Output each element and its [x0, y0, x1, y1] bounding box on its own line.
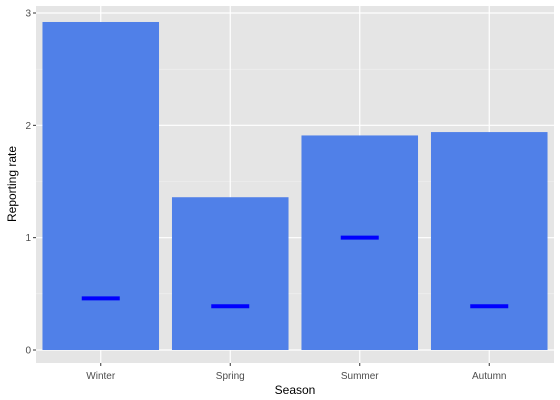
bar-spring: [171, 197, 289, 350]
y-tick-label: 2: [25, 121, 31, 132]
x-tick-label: Spring: [216, 371, 245, 382]
y-tick-label: 1: [25, 233, 31, 244]
bar-summer: [301, 135, 419, 350]
x-tick-label: Summer: [341, 371, 379, 382]
bars: [42, 21, 548, 351]
bar-autumn: [430, 132, 548, 350]
x-axis-title: Season: [275, 383, 316, 397]
y-tick-label: 0: [25, 346, 31, 357]
reference-lines: [81, 235, 509, 309]
bar-winter: [42, 21, 160, 351]
x-tick-label: Winter: [86, 371, 116, 382]
y-axis: 0 1 2 3: [25, 9, 36, 357]
x-tick-label: Autumn: [472, 371, 506, 382]
y-axis-title: Reporting rate: [5, 146, 19, 222]
x-axis: Winter Spring Summer Autumn: [86, 363, 506, 382]
y-tick-label: 3: [25, 9, 31, 20]
